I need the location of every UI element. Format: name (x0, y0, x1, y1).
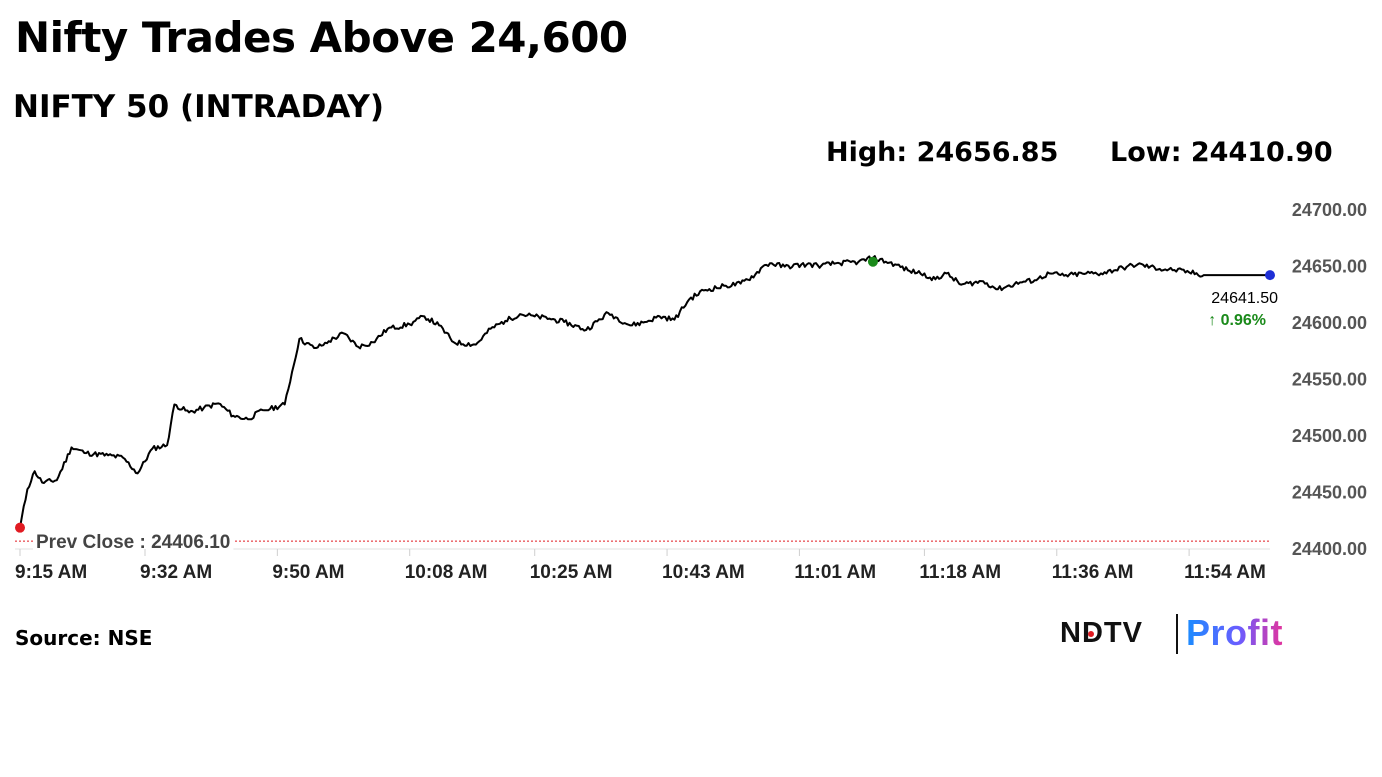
x-tick-label-7: 11:18 AM (919, 562, 1001, 583)
source-note: Source: NSE (15, 626, 153, 650)
high-marker (867, 256, 878, 267)
x-tick-label-9: 11:54 AM (1184, 562, 1266, 583)
y-tick-label-3: 24550.00 (1292, 370, 1367, 390)
x-tick-label-4: 10:25 AM (530, 562, 613, 583)
headline: Nifty Trades Above 24,600 (15, 13, 628, 62)
x-tick-label-5: 10:43 AM (662, 562, 745, 583)
y-tick-label-5: 24650.00 (1292, 257, 1367, 277)
day-low: Low: 24410.90 (1110, 137, 1333, 168)
x-tick-label-0: 9:15 AM (15, 562, 87, 583)
y-tick-label-6: 24700.00 (1292, 200, 1367, 220)
y-tick-label-1: 24450.00 (1292, 483, 1367, 503)
change-label: ↑ 0.96% (1208, 312, 1266, 329)
price-line (19, 255, 1270, 528)
last-value-label: 24641.50 (1211, 290, 1278, 307)
logo-sub-text: Profit (1186, 612, 1283, 653)
chart-title: NIFTY 50 (INTRADAY) (13, 89, 385, 125)
x-tick-label-6: 11:01 AM (794, 562, 876, 583)
logo-brand-text: NDTV (1060, 617, 1143, 649)
x-tick-label-1: 9:32 AM (140, 562, 212, 583)
last-marker (1265, 270, 1275, 281)
x-tick-label-8: 11:36 AM (1052, 562, 1134, 583)
x-tick-label-3: 10:08 AM (405, 562, 488, 583)
y-tick-label-4: 24600.00 (1292, 313, 1367, 333)
logo-divider (1176, 614, 1178, 654)
ndtv-profit-logo: NDTV Profit (1060, 612, 1300, 656)
y-tick-label-0: 24400.00 (1292, 539, 1367, 559)
prev-close-label: Prev Close : 24406.10 (36, 532, 230, 553)
day-high: High: 24656.85 (826, 137, 1059, 168)
prev-close-label-bg (33, 531, 234, 555)
logo-dot-icon (1088, 631, 1094, 637)
x-tick-label-2: 9:50 AM (272, 562, 344, 583)
intraday-chart: Prev Close : 24406.10 24400.00 24450.00 245… (15, 200, 1367, 583)
y-tick-label-2: 24500.00 (1292, 426, 1367, 446)
open-marker (15, 522, 25, 533)
